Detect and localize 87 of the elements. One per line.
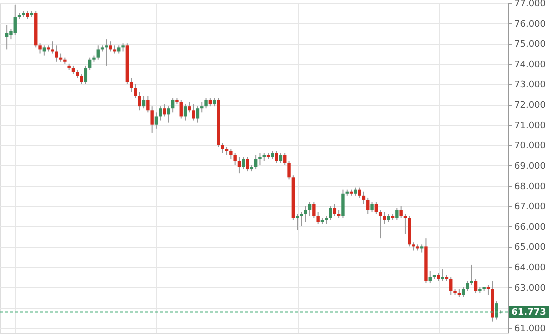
ref-line-label: 61.773 [512,308,546,318]
y-tick-label: 71.000 [514,121,546,132]
y-tick-label: 63.000 [514,284,546,294]
y-tick-label: 69.000 [514,162,546,172]
candlestick [486,284,490,296]
candlestick [374,202,378,215]
candlestick [400,206,403,219]
candlestick [234,152,237,166]
candlestick [474,278,478,294]
candlestick [288,160,291,180]
candlestick [362,191,366,205]
candlestick [130,78,134,93]
candlestick [51,41,54,54]
candlestick [138,92,142,112]
y-tick-label: 76.000 [514,20,546,30]
y-tick-label: 68.000 [514,182,546,192]
candlestick [5,24,9,50]
candlestick [284,152,287,166]
y-tick-label: 70.000 [514,142,546,152]
candlestick [450,276,453,296]
candlestick [441,268,444,282]
candlestick [171,98,175,114]
candlestick [316,212,320,225]
candlestick [462,286,466,298]
candlestick [163,104,166,118]
candlestick [495,301,498,320]
candlestick [308,202,312,217]
y-tick-label: 73.000 [514,80,546,91]
candlestick [154,112,158,130]
candlestick [358,187,362,198]
candlestick [275,150,278,164]
candlestick [300,212,304,227]
y-tick-label: 74.000 [514,60,546,70]
candlestick [184,104,188,122]
candlestick [466,280,470,292]
y-tick-label: 77.000 [514,0,546,10]
candlestick [242,156,246,170]
y-tick-label: 75.000 [514,40,546,50]
y-tick-label: 72.000 [514,101,546,112]
candlestick [84,65,88,85]
candlestick [383,212,386,225]
y-tick-label: 66.000 [514,222,546,233]
candlestick [312,202,316,219]
candlestick [366,197,370,215]
candlestick [246,156,250,172]
candlestick [38,43,42,54]
candlestick [296,214,300,231]
candlestick [470,264,474,286]
y-tick-label: 67.000 [514,202,546,213]
candlestick [238,156,242,174]
candlestick [134,84,138,99]
candlestick [396,208,399,221]
candlestick [55,45,58,62]
candlestick [146,96,150,114]
candlestick [254,154,258,170]
candlestick [109,41,112,52]
candlestick [150,106,154,134]
candlestick [279,152,283,164]
candlestick [188,102,192,114]
candlestick [180,100,183,120]
candlestick [42,45,46,56]
candlestick [192,104,196,122]
candlestick [159,106,162,122]
candlestick [230,148,233,160]
candlestick [196,106,200,124]
candlestick [200,102,204,114]
candlestick [404,214,408,236]
candlestick [370,202,374,213]
candlestick [378,210,382,240]
candlestick [105,39,108,66]
y-tick-label: 61.000 [514,324,546,334]
candlestick [428,270,432,284]
candlestick [142,96,146,110]
candlestick [258,152,262,166]
y-tick-label: 65.000 [514,243,546,254]
candlestick [14,4,17,36]
candlestick [221,142,224,154]
candlestick [304,206,308,223]
candlestick [329,206,332,221]
candlestick [88,57,92,71]
candlestick [167,106,171,124]
candlestick [204,98,208,110]
candlestick [333,204,337,217]
candlestick [96,45,100,60]
candlestick [80,74,84,85]
candlestick [342,189,345,219]
y-tick-label: 64.000 [514,264,546,274]
